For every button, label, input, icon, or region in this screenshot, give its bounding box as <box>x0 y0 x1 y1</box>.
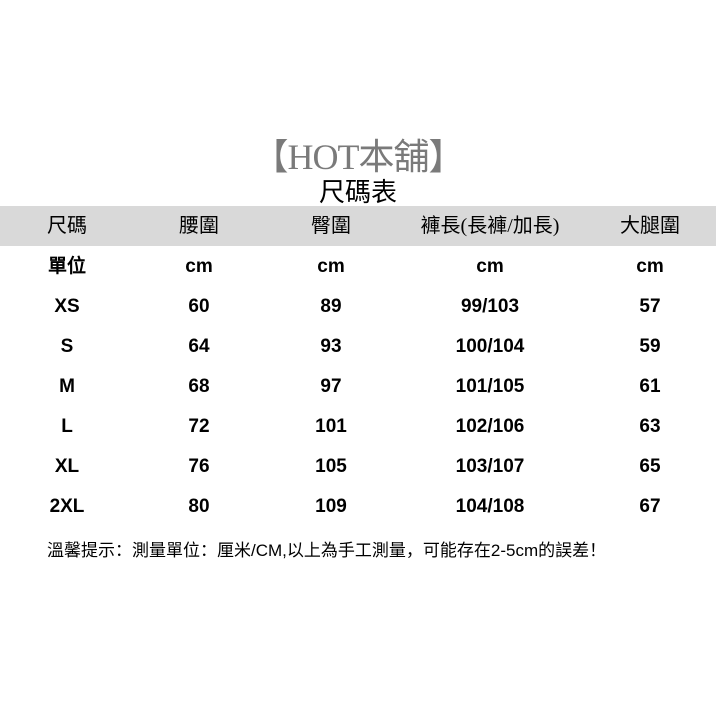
table-row: XS 60 89 99/103 57 <box>0 287 716 327</box>
cell-waist: cm <box>185 256 213 277</box>
cell-hip: 109 <box>315 496 347 517</box>
cell-thigh: 63 <box>639 416 661 437</box>
cell-length: 102/106 <box>455 416 525 437</box>
header-size: 尺碼 <box>47 215 87 237</box>
cell-thigh: 57 <box>639 296 661 317</box>
cell-thigh: 61 <box>639 376 661 397</box>
table-row: L 72 101 102/106 63 <box>0 407 716 447</box>
cell-waist: 68 <box>188 376 210 397</box>
table-header: 尺碼 腰圍 臀圍 褲長(長褲/加長) 大腿圍 <box>0 206 716 246</box>
cell-waist: 72 <box>188 416 210 437</box>
cell-waist: 76 <box>188 456 210 477</box>
cell-waist: 64 <box>188 336 210 357</box>
table-row: M 68 97 101/105 61 <box>0 367 716 407</box>
shop-title: 【HOT本舖】 <box>252 137 465 177</box>
cell-thigh: 59 <box>639 336 661 357</box>
cell-thigh: 65 <box>639 456 661 477</box>
cell-size: 單位 <box>47 256 87 277</box>
cell-waist: 60 <box>188 296 210 317</box>
cell-hip: cm <box>317 256 345 277</box>
header-length: 褲長(長褲/加長) <box>420 215 560 237</box>
cell-length: cm <box>476 256 504 277</box>
cell-size: L <box>61 416 73 437</box>
cell-length: 101/105 <box>455 376 525 397</box>
cell-length: 103/107 <box>455 456 525 477</box>
header-hip: 臀圍 <box>311 215 351 237</box>
cell-size: M <box>59 376 75 397</box>
measurement-note: 溫馨提示：測量單位：厘米/CM,以上為手工測量，可能存在2-5cm的誤差！ <box>47 541 607 560</box>
table-row: 單位 cm cm cm cm <box>0 247 716 287</box>
cell-hip: 97 <box>320 376 342 397</box>
cell-hip: 93 <box>320 336 342 357</box>
header-waist: 腰圍 <box>179 215 219 237</box>
cell-size: XL <box>54 456 80 477</box>
table-row: 2XL 80 109 104/108 67 <box>0 487 716 527</box>
cell-hip: 101 <box>315 416 347 437</box>
cell-length: 104/108 <box>455 496 525 517</box>
table-row: XL 76 105 103/107 65 <box>0 447 716 487</box>
cell-length: 100/104 <box>455 336 525 357</box>
cell-hip: 105 <box>315 456 347 477</box>
header-thigh: 大腿圍 <box>620 215 680 237</box>
cell-waist: 80 <box>188 496 210 517</box>
size-chart-title: 尺碼表 <box>318 178 397 207</box>
table-row: S 64 93 100/104 59 <box>0 327 716 367</box>
cell-hip: 89 <box>320 296 342 317</box>
cell-thigh: cm <box>636 256 664 277</box>
cell-size: S <box>60 336 74 357</box>
cell-size: XS <box>54 296 80 317</box>
cell-thigh: 67 <box>639 496 661 517</box>
cell-length: 99/103 <box>460 296 520 317</box>
cell-size: 2XL <box>49 496 85 517</box>
